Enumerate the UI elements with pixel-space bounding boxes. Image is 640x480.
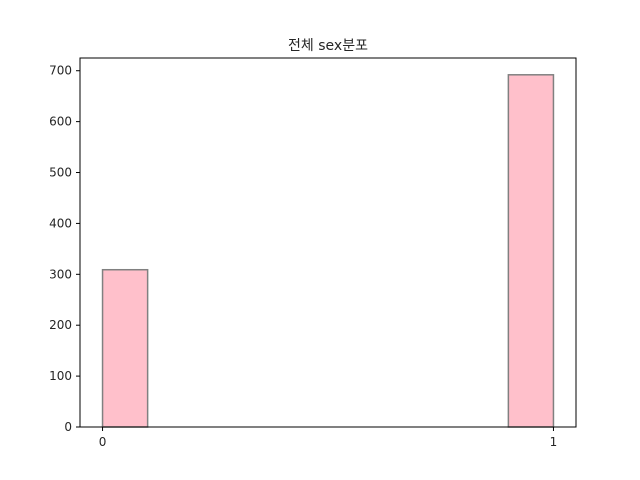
x-tick-label-0: 0 bbox=[99, 435, 107, 449]
x-tick-label-1: 1 bbox=[550, 435, 558, 449]
bars-group bbox=[101, 74, 555, 428]
y-tick-label-2: 200 bbox=[49, 318, 72, 332]
y-axis: 0 100 200 300 400 500 600 700 bbox=[49, 64, 80, 434]
y-tick-label-6: 600 bbox=[49, 115, 72, 129]
y-tick-label-5: 500 bbox=[49, 166, 72, 180]
axes-frame bbox=[79, 57, 577, 428]
y-tick-label-3: 300 bbox=[49, 267, 72, 281]
y-tick-label-7: 700 bbox=[49, 64, 72, 78]
histogram-bar-0 bbox=[101, 268, 149, 428]
y-tick-label-1: 100 bbox=[49, 369, 72, 383]
chart-title: 전체 sex분포 bbox=[288, 38, 368, 54]
y-tick-label-0: 0 bbox=[64, 420, 72, 434]
histogram-bar-9 bbox=[507, 74, 555, 428]
y-tick-label-4: 400 bbox=[49, 216, 72, 230]
